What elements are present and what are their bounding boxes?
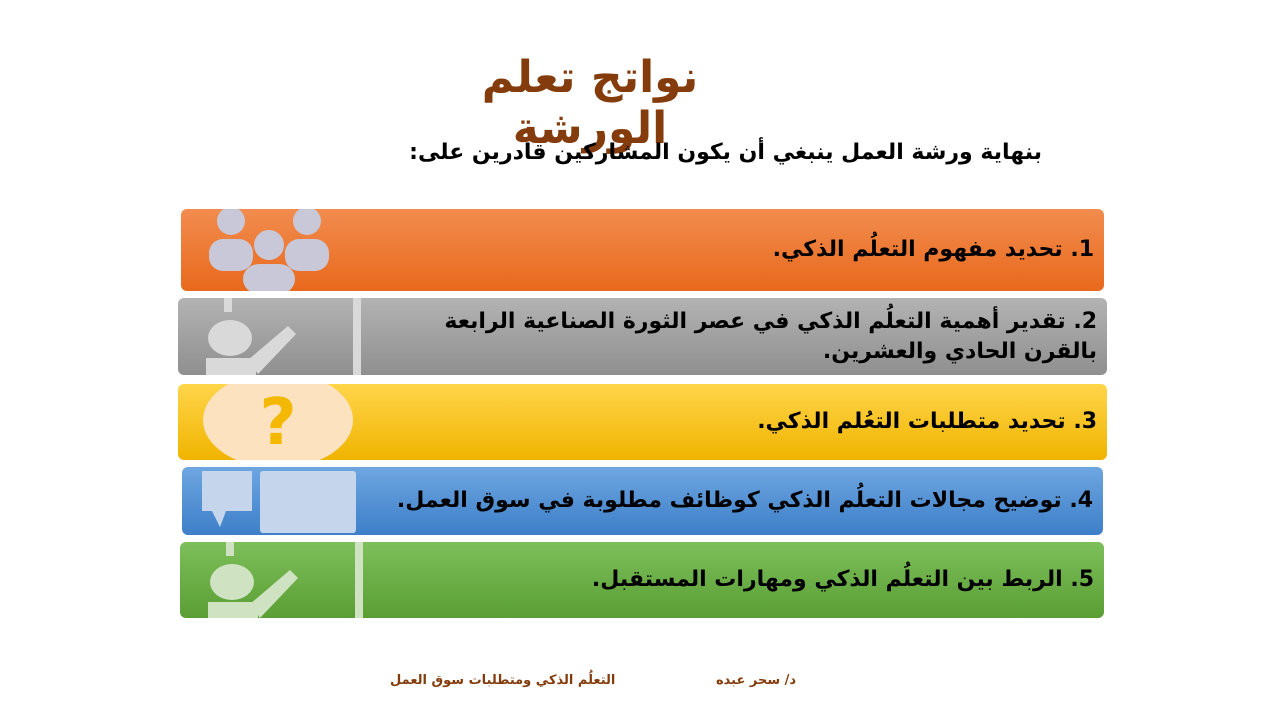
slide-subtitle: بنهاية ورشة العمل ينبغي أن يكون المشاركي… (409, 140, 1042, 165)
outcome-item-2: 2. تقدير أهمية التعلُم الذكي في عصر الثو… (178, 298, 1107, 375)
outcome-text: 2. تقدير أهمية التعلُم الذكي في عصر الثو… (444, 308, 1097, 364)
outcome-item-4: 4. توضيح مجالات التعلُم الذكي كوظائف مطل… (182, 467, 1103, 535)
outcome-item-5: 5. الربط بين التعلُم الذكي ومهارات المست… (180, 542, 1104, 618)
outcome-text: 1. تحديد مفهوم التعلُم الذكي. (772, 237, 1094, 263)
svg-text:?: ? (259, 386, 296, 460)
speech-bubbles-icon (202, 471, 356, 533)
footer-course: التعلُم الذكي ومتطلبات سوق العمل (390, 673, 616, 688)
presenter-icon (206, 298, 361, 375)
outcome-item-1: 1. تحديد مفهوم التعلُم الذكي. (181, 209, 1104, 291)
outcome-item-3: ? 3. تحديد متطلبات التعُلم الذكي. (178, 384, 1107, 460)
outcome-text: 4. توضيح مجالات التعلُم الذكي كوظائف مطل… (396, 488, 1093, 514)
presenter-icon (208, 542, 363, 618)
slide-title: نواتج تعلم الورشة (481, 52, 699, 154)
outcome-text: 3. تحديد متطلبات التعُلم الذكي. (757, 409, 1097, 435)
outcome-text: 5. الربط بين التعلُم الذكي ومهارات المست… (591, 567, 1094, 593)
footer-author: د/ سحر عبده (716, 673, 797, 688)
people-group-icon (209, 209, 329, 291)
question-mark-icon: ? (203, 384, 353, 460)
